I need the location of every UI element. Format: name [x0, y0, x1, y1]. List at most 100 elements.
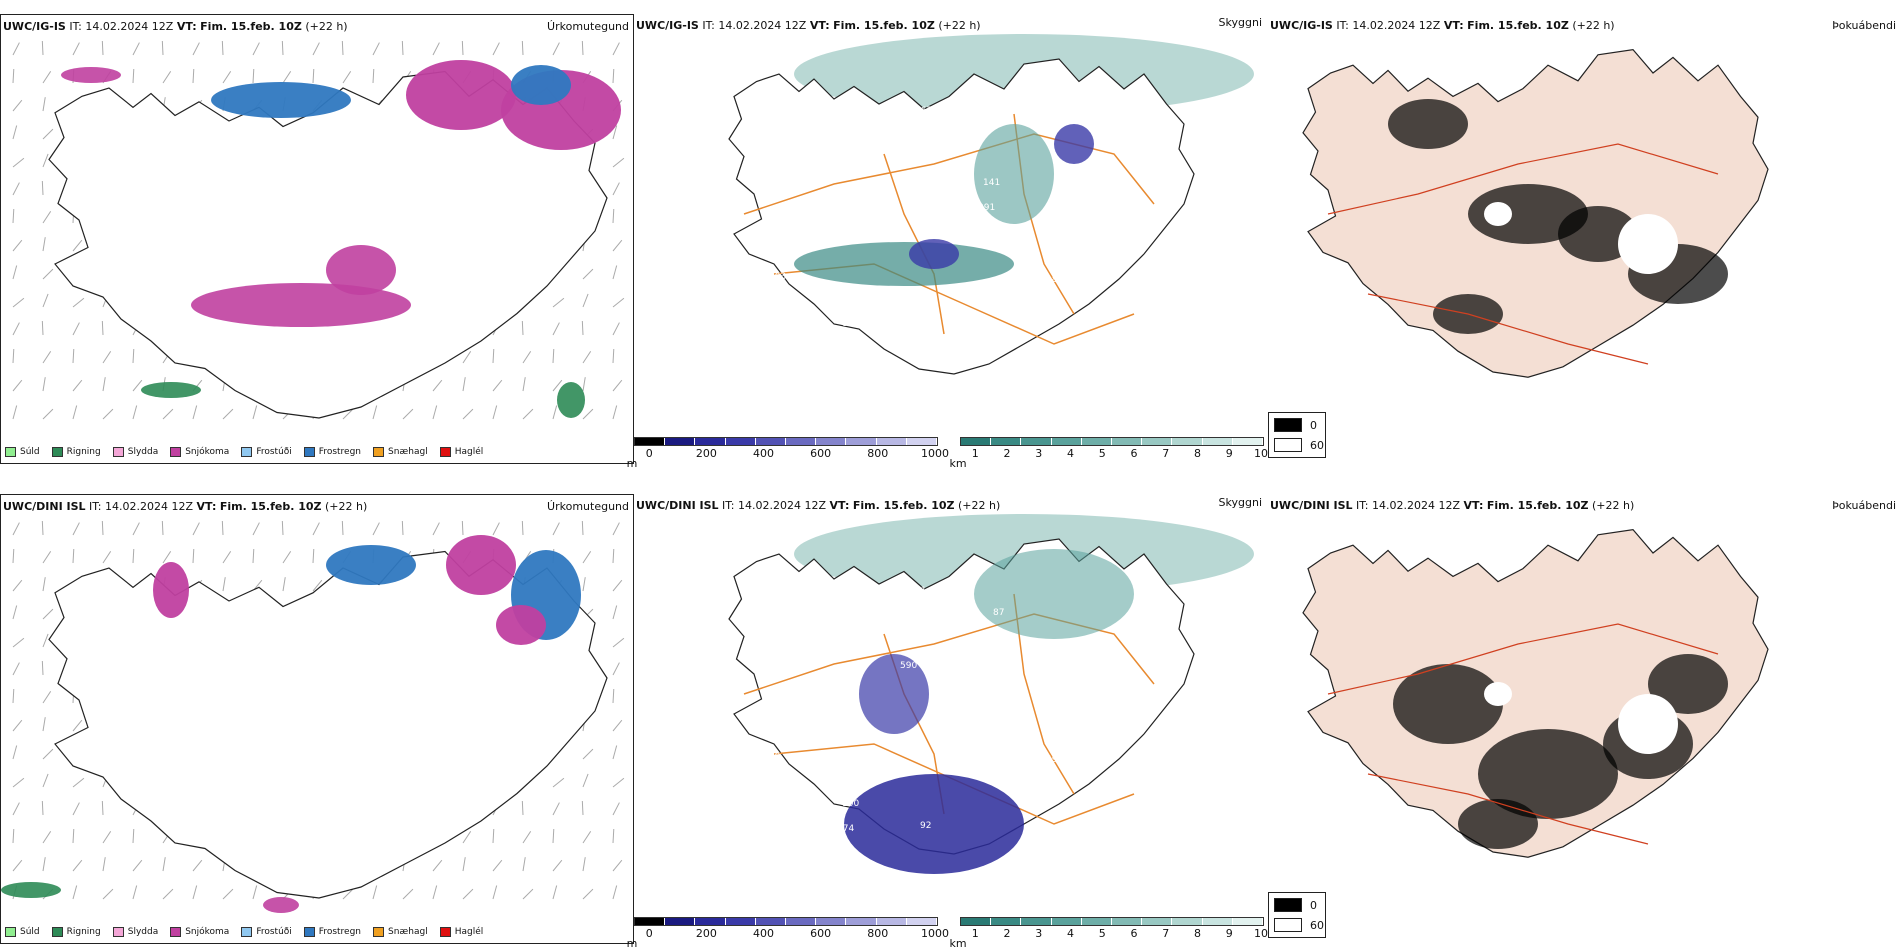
- wind-barb: [252, 405, 258, 420]
- wind-barb: [41, 180, 44, 196]
- wind-barb: [72, 348, 75, 364]
- wind-barb: [12, 208, 15, 224]
- wind-barb: [72, 322, 80, 336]
- snjokoma-area: [496, 605, 546, 645]
- wind-barb: [612, 322, 620, 336]
- colorbar-strip: [960, 917, 1264, 926]
- panel-tag: Úrkomutegund: [547, 500, 629, 513]
- visibility-value-label: 175: [832, 109, 849, 119]
- colorbar-cell: [1202, 438, 1233, 445]
- colorbar-tick: 4: [1066, 927, 1074, 940]
- wind-barb: [12, 322, 20, 336]
- colorbar-cell: [1081, 918, 1113, 925]
- wind-barb: [221, 40, 224, 56]
- visibility-panel-top: 146 108 305 234 185 124 175 344 391 174 176 292 315 1…: [627, 14, 1268, 470]
- fog-legend-row: 0: [1274, 898, 1317, 912]
- wind-barb: [42, 71, 52, 84]
- road-line: [743, 613, 1155, 695]
- wind-barb: [162, 551, 172, 564]
- wind-barb: [552, 828, 555, 844]
- colorbar-strip: [960, 437, 1264, 446]
- wind-barb: [612, 68, 615, 84]
- wind-barb: [612, 579, 623, 592]
- legend-swatch: [112, 447, 124, 457]
- colorbar-tick: 3: [1035, 927, 1043, 940]
- colorbar-cell: [1021, 918, 1052, 925]
- visibility-value-label: 176: [764, 297, 781, 307]
- wind-barb: [552, 379, 563, 392]
- wind-barb: [72, 777, 85, 788]
- legend-label: Súld: [20, 447, 40, 457]
- wind-barb: [101, 320, 104, 336]
- precip-legend: Súld Rigning Slydda Snjókoma Frostúði Frostre…: [5, 927, 483, 937]
- fog-index-area: [1393, 664, 1503, 744]
- wind-barb: [102, 351, 112, 364]
- wind-barb: [582, 293, 589, 308]
- wind-barb: [42, 857, 46, 872]
- road-line: [1367, 773, 1649, 845]
- precip-type-panel-bottom: UWC/DINI ISL IT: 14.02.2024 12Z VT: Fim.…: [0, 494, 634, 944]
- wind-barb: [161, 520, 164, 536]
- fog-legend-label: 60: [1310, 918, 1324, 932]
- wind-barb: [402, 888, 414, 900]
- wind-barb: [612, 522, 620, 536]
- wind-barb: [12, 662, 20, 676]
- precip-legend: Súld Rigning Slydda Snjókoma Frostúði Frostre…: [5, 447, 483, 457]
- visibility-map-top: 146 108 305 234 185 124 175 344 391 174 176 292 315 1…: [728, 34, 1254, 375]
- precip-legend-item: Snæhagl: [373, 447, 428, 457]
- legend-label: Snjókoma: [185, 927, 230, 937]
- colorbar-tick: 400: [753, 927, 774, 940]
- wind-barb: [42, 97, 46, 112]
- wind-barb: [192, 885, 198, 900]
- colorbar-unit: km: [949, 937, 967, 950]
- low-ceiling-area: [1054, 124, 1094, 164]
- colorbar-cell: [635, 918, 666, 925]
- panel-title: UWC/DINI ISL IT: 14.02.2024 12Z VT: Fim.…: [3, 500, 368, 513]
- wind-barb: [162, 71, 172, 84]
- legend-swatch: [5, 927, 16, 937]
- wind-barb: [222, 551, 232, 564]
- colorbar-cell: [695, 918, 726, 925]
- wind-barb: [12, 348, 15, 364]
- wind-barb: [42, 268, 54, 280]
- wind-barb: [312, 579, 323, 592]
- visibility-value-label: 108: [827, 134, 844, 144]
- wind-barb: [102, 377, 106, 392]
- wind-barb: [312, 42, 320, 56]
- colorbar-cell: [695, 438, 726, 445]
- visibility-map-bottom: 878 429 590 300 497 296 330 244 163 180 440 174 118 2…: [728, 514, 1254, 874]
- wind-barb: [612, 777, 625, 788]
- legend-label: Frostregn: [318, 447, 362, 457]
- wind-barb: [101, 520, 104, 536]
- wind-barb: [132, 522, 140, 536]
- colorbar-tick: 10: [1253, 927, 1268, 940]
- colorbar-height-m: 0 200 400 600 800 1000 m: [627, 917, 949, 950]
- colorbar-cell: [1051, 918, 1082, 925]
- visibility-value-label: 330: [832, 589, 849, 599]
- wind-barb: [42, 293, 49, 308]
- wind-barb: [462, 831, 472, 844]
- wind-barb: [312, 522, 320, 536]
- wind-barb: [342, 408, 354, 420]
- wind-barb: [612, 605, 618, 620]
- wind-barb: [42, 577, 46, 592]
- snjokoma-area: [326, 245, 396, 295]
- panel-tag: Þokuábendi: [1832, 499, 1896, 512]
- legend-label: Súld: [20, 927, 40, 937]
- wind-barb: [12, 522, 20, 536]
- wind-barb: [582, 831, 592, 844]
- glacier-area: [1484, 202, 1512, 226]
- wind-barb: [42, 211, 52, 224]
- wind-barb: [132, 859, 143, 872]
- wind-barb: [341, 40, 344, 56]
- colorbar-tick: 5: [1098, 447, 1106, 460]
- visibility-value-label: 300: [973, 708, 990, 718]
- colorbar-tick: 2: [1003, 927, 1011, 940]
- colorbar-height-m: 0 200 400 600 800 1000 m: [627, 437, 949, 470]
- wind-barb: [72, 885, 78, 900]
- low-visibility-area: [974, 124, 1054, 224]
- precip-legend-item: Haglél: [439, 927, 483, 937]
- panel-title: UWC/IG-IS IT: 14.02.2024 12Z VT: Fim. 15…: [1270, 19, 1615, 32]
- wind-barb: [552, 42, 560, 56]
- glacier-area: [1484, 682, 1512, 706]
